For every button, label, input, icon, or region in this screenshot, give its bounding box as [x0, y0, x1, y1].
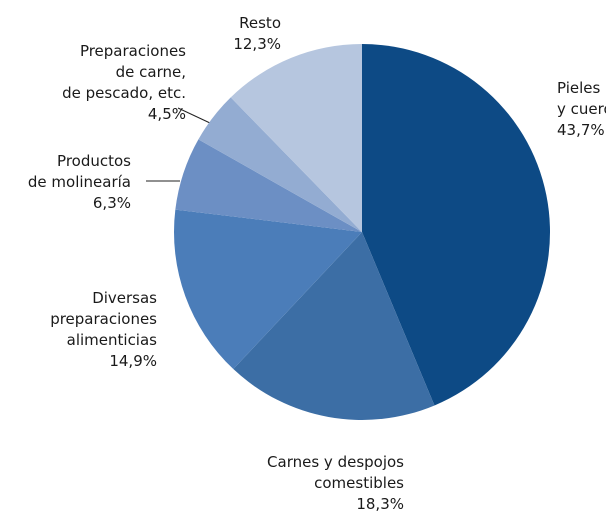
slice-label: Resto [239, 14, 281, 32]
value-label: 6,3% [93, 194, 131, 212]
slice-label: Carnes y despojos comestibles [267, 453, 404, 492]
value-label: 12,3% [233, 35, 281, 53]
slice-label: Preparaciones de carne, de pescado, etc. [62, 42, 186, 102]
value-label: 18,3% [356, 495, 404, 512]
slice-label: Diversas preparaciones alimenticias [50, 289, 157, 349]
pie-slice [233, 232, 435, 420]
pie-slice [362, 44, 550, 406]
value-label: 14,9% [109, 352, 157, 370]
pie-slice [175, 139, 362, 232]
value-label: 4,5% [148, 105, 186, 123]
pie-slice [198, 97, 362, 233]
pie-slice [230, 44, 362, 232]
slice-label: Productos de molinearía [28, 152, 131, 191]
pie-slice [173, 209, 362, 370]
value-label: 43,7% [557, 121, 605, 139]
leader-line [177, 107, 211, 124]
